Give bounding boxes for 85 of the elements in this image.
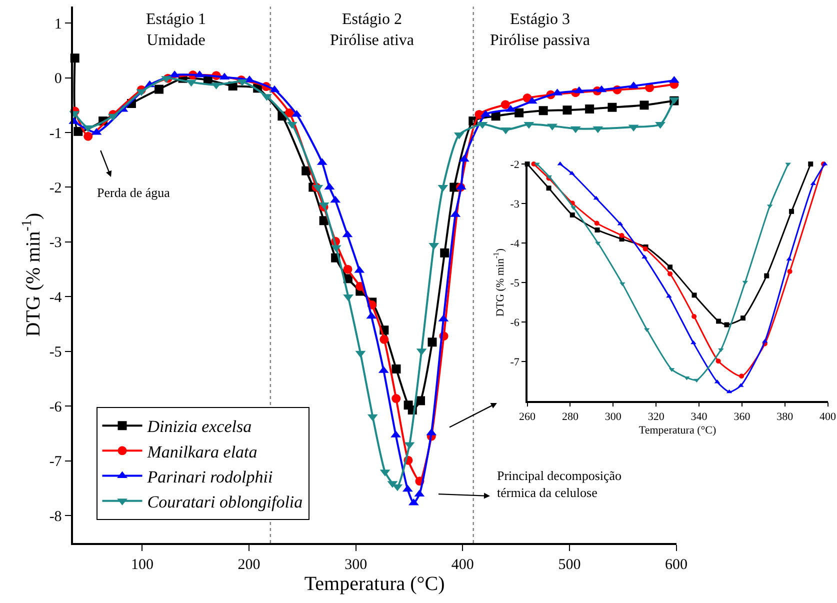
y-tick-label: -5: [510, 277, 520, 290]
point: [764, 273, 770, 278]
point: [562, 106, 572, 115]
x-axis-title: Temperatura (°C): [638, 424, 716, 437]
y-tick-label: -1: [49, 126, 62, 142]
point: [570, 212, 575, 218]
x-tick-label: 500: [558, 557, 581, 573]
point: [284, 108, 294, 118]
x-tick-label: 320: [648, 410, 665, 423]
legend-label: Dinizia excelsa: [146, 417, 252, 436]
point: [237, 79, 248, 86]
point: [154, 84, 164, 94]
point: [692, 314, 697, 319]
y-tick-label: -4: [49, 290, 62, 306]
point: [186, 80, 196, 87]
point: [718, 348, 724, 352]
point: [724, 322, 730, 328]
x-tick-label: 340: [690, 410, 708, 423]
point: [740, 316, 746, 321]
point: [74, 126, 83, 136]
point: [416, 396, 425, 406]
point: [608, 102, 617, 112]
legend-label: Manilkara elata: [146, 442, 258, 462]
y-tick-label: -8: [49, 508, 62, 525]
point: [666, 294, 672, 298]
point: [762, 338, 768, 343]
point: [514, 108, 524, 118]
point: [84, 132, 93, 141]
point: [428, 338, 437, 347]
y-tick-label: -7: [510, 356, 520, 368]
x-axis-title: Temperatura (°C): [304, 573, 445, 595]
point: [716, 318, 722, 324]
point: [640, 100, 649, 110]
point: [440, 248, 450, 258]
point: [343, 264, 352, 274]
point: [692, 292, 697, 298]
annotation: Estágio 1 Umidade: [146, 11, 206, 49]
x-tick-label: 360: [734, 410, 751, 423]
y-tick-label: -4: [510, 238, 520, 250]
point: [538, 106, 548, 116]
y-tick-label: 0: [54, 71, 62, 88]
y-tick-label: -2: [510, 158, 520, 171]
y-tick-label: -3: [49, 235, 62, 252]
legend-label: Couratari oblongifolia: [147, 492, 303, 512]
y-tick-label: -7: [49, 454, 62, 470]
x-tick-label: 400: [451, 557, 474, 573]
point: [619, 233, 624, 238]
y-tick-label: -6: [510, 316, 520, 329]
annotation: Perda de água: [97, 185, 170, 200]
annotation: Estágio 3 Pirólise passiva: [490, 11, 590, 49]
x-tick-label: 100: [131, 557, 154, 573]
point: [739, 374, 744, 379]
y-tick-label: -2: [49, 180, 62, 196]
point: [302, 166, 311, 176]
x-tick-label: 380: [776, 410, 794, 423]
point: [392, 394, 401, 404]
x-tick-label: 300: [344, 557, 368, 573]
y-tick-label: -6: [49, 399, 62, 416]
x-tick-label: 280: [562, 410, 579, 423]
x-tick-label: 600: [665, 557, 688, 573]
point: [546, 186, 552, 191]
point: [787, 268, 792, 274]
point: [808, 162, 814, 167]
y-tick-label: -3: [510, 198, 520, 210]
point: [380, 334, 389, 344]
point: [668, 271, 673, 276]
y-tick-label: 1: [54, 16, 62, 32]
point: [594, 220, 600, 226]
point: [716, 358, 721, 364]
point: [585, 104, 594, 114]
x-tick-label: 260: [519, 410, 536, 423]
point: [789, 208, 794, 214]
x-tick-label: 300: [604, 410, 622, 423]
point: [594, 227, 600, 232]
point: [668, 264, 673, 270]
x-tick-label: 200: [238, 557, 260, 573]
x-tick-label: 400: [820, 410, 837, 423]
y-tick-label: -5: [49, 344, 62, 361]
point: [343, 294, 354, 302]
point: [500, 100, 510, 110]
point: [620, 282, 626, 286]
annotation: Estágio 2 Pirólise ativa: [330, 11, 414, 49]
annotation: Principal decomposição térmica da celulose: [497, 468, 622, 500]
point: [392, 364, 401, 374]
legend-label: Parinari rodolphii: [146, 467, 273, 486]
